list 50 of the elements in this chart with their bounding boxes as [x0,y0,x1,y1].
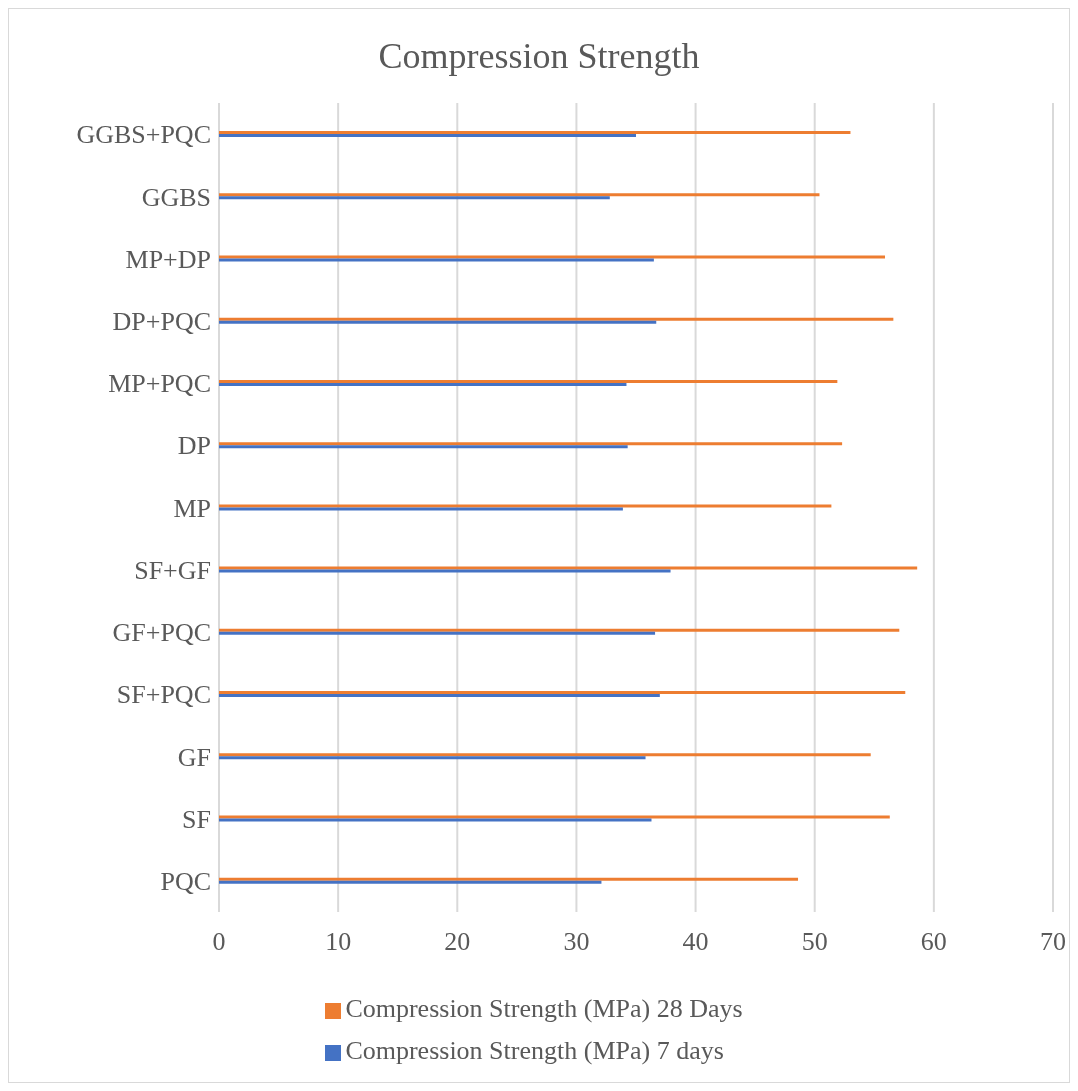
bar [219,445,628,449]
y-tick-label: MP+DP [125,244,211,274]
bar [219,756,646,760]
bar [219,317,894,321]
y-tick-label: DP [177,431,211,461]
bar [219,877,799,881]
legend-label: Compression Strength (MPa) 7 days [345,1036,724,1065]
bar [219,442,843,446]
x-tick-label: 20 [444,927,471,957]
y-tick-label: GGBS [141,182,211,212]
bar [219,379,838,383]
x-tick-label: 40 [682,927,709,957]
bar [219,504,832,508]
bar [219,818,652,822]
bar [219,753,871,757]
y-tick-label: SF+GF [134,555,211,585]
y-tick-label: MP+PQC [108,369,211,399]
bar [219,628,900,632]
bar [219,131,851,134]
y-tick-label: SF [182,804,211,834]
bar [219,134,636,137]
y-tick-label: MP [173,493,211,523]
bar [219,193,820,197]
x-tick-label: 0 [212,927,226,957]
bar [219,196,610,200]
x-tick-label: 30 [563,927,590,957]
bar [219,320,657,324]
bar [219,815,890,819]
y-tick-label: SF+PQC [116,680,211,710]
y-tick-label: GF+PQC [112,618,211,648]
bar [219,691,906,695]
bar [219,382,627,386]
bar [219,880,602,884]
bar [219,569,671,573]
x-tick-label: 70 [1040,927,1066,957]
y-tick-label: GGBS+PQC [76,120,211,150]
x-tick-label: 50 [801,927,828,957]
y-tick-label: PQC [160,867,211,897]
chart-title: Compression Strength [377,35,701,78]
bar [219,694,660,698]
bar [219,631,656,635]
x-tick-label: 10 [325,927,352,957]
legend-label: Compression Strength (MPa) 28 Days [345,994,743,1023]
y-tick-label: GF [177,742,211,772]
y-tick-label: DP+PQC [112,307,211,337]
x-tick-label: 60 [920,927,947,957]
bar [219,507,623,511]
bar [219,258,654,262]
bar [219,255,886,259]
bar [219,566,918,570]
